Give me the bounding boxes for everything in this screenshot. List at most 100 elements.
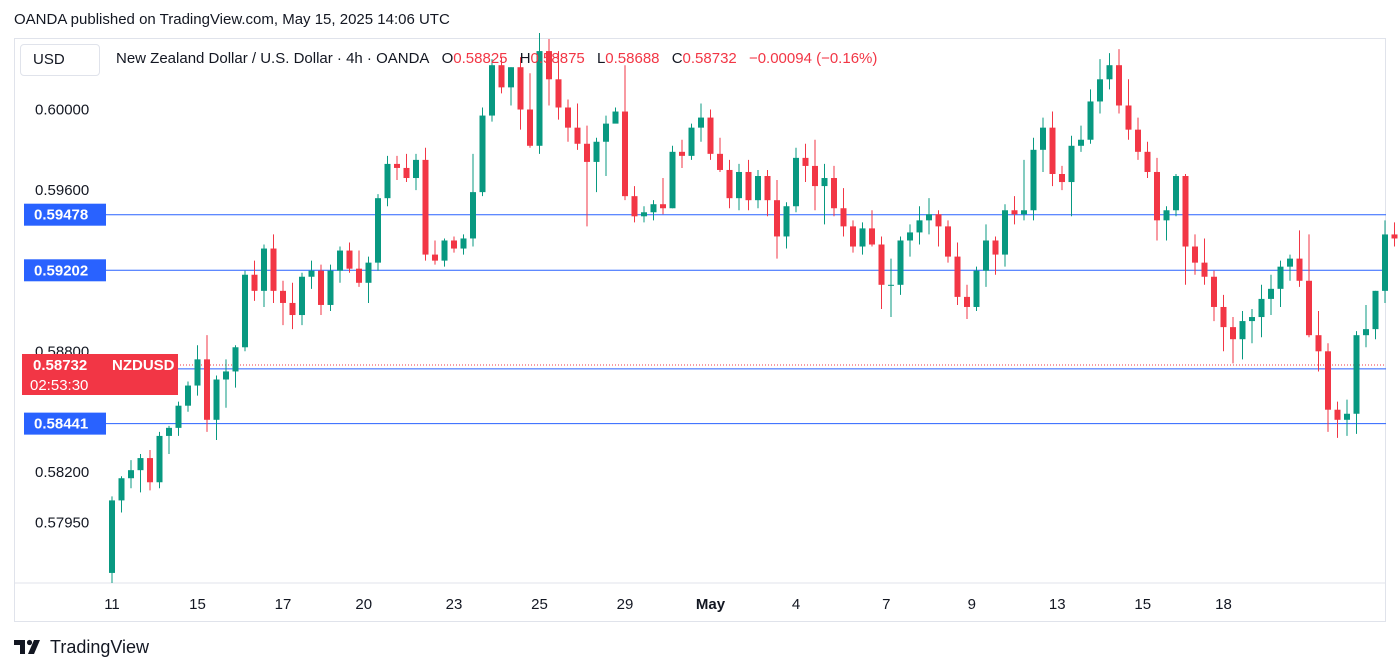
candle-body [1192, 246, 1198, 263]
candle-body [1239, 321, 1246, 340]
candle-body [1173, 176, 1179, 211]
candle-body [261, 248, 267, 291]
candle-body [118, 478, 125, 501]
symbol-legend: New Zealand Dollar / U.S. Dollar · 4h · … [116, 50, 877, 67]
candle-body [574, 127, 581, 144]
candle-body [764, 176, 771, 201]
candle-body [166, 427, 172, 436]
candle-body [1049, 127, 1056, 174]
candle-body [1106, 65, 1113, 80]
currency-selector[interactable]: USD [20, 44, 100, 76]
candle-body [783, 206, 790, 237]
x-tick-label: 23 [446, 596, 463, 613]
candle-body [983, 240, 989, 271]
candle-body [802, 157, 809, 166]
candle-body [1334, 409, 1341, 420]
candle-body [204, 359, 210, 420]
candle-body [1002, 210, 1008, 255]
candle-body [793, 157, 799, 207]
candle-body [840, 208, 847, 227]
candle-body [916, 220, 923, 233]
candle-body [546, 51, 552, 80]
legend-high-label: H [519, 50, 531, 67]
candle-body [527, 109, 533, 146]
candle-body [1306, 280, 1312, 336]
candle-body [213, 379, 220, 420]
candle-body [641, 212, 647, 217]
candle-body [935, 214, 942, 227]
candle-body [679, 151, 685, 156]
candle-body [812, 165, 818, 187]
candle-body [888, 284, 894, 286]
candle-body [1277, 266, 1284, 289]
x-tick-label: 25 [531, 596, 548, 613]
last-price-symbol: NZDUSD [112, 357, 175, 374]
candle-body [1116, 65, 1122, 106]
candle-body [489, 65, 495, 116]
candle-body [1125, 105, 1132, 130]
candle-body [318, 270, 324, 305]
candle-body [270, 248, 277, 291]
candle-body [1363, 329, 1369, 336]
candle-body [1230, 327, 1236, 340]
candle-body [156, 435, 163, 483]
x-tick-label: 20 [355, 596, 372, 613]
candle-body [1097, 79, 1103, 102]
x-tick-label: May [696, 596, 726, 613]
candle-body [1154, 171, 1160, 221]
candle-body [1315, 335, 1322, 352]
candle-body [954, 256, 961, 297]
candle-body [365, 262, 372, 283]
x-tick-label: 29 [617, 596, 634, 613]
candle-body [1344, 413, 1350, 420]
candle-body [1040, 127, 1046, 150]
candle-body [1325, 351, 1331, 410]
candle-body [337, 250, 343, 271]
level-tag [24, 412, 106, 435]
candle-body [1258, 298, 1265, 318]
footer-brand: TradingView [14, 636, 149, 658]
candles-group [109, 32, 1398, 583]
candle-body [1163, 210, 1170, 221]
candle-body [432, 254, 438, 261]
x-tick-label: 9 [968, 596, 976, 613]
candle-body [973, 270, 980, 307]
y-tick-label: 0.60000 [35, 102, 89, 119]
legend-open-value: 0.58825 [453, 50, 508, 67]
candle-body [394, 163, 400, 168]
last-price-tag [22, 353, 178, 395]
candle-body [945, 226, 951, 257]
candle-body [223, 371, 229, 380]
candle-body [536, 51, 543, 146]
y-tick-label: 0.58200 [35, 464, 89, 481]
legend-change: −0.00094 (−0.16%) [748, 50, 878, 67]
candle-body [1220, 306, 1227, 328]
candle-body [869, 228, 875, 245]
candle-body [831, 178, 837, 209]
candle-body [175, 405, 182, 428]
legend-high-value: 0.58875 [530, 50, 585, 67]
candle-body [185, 385, 191, 406]
candle-body [1201, 262, 1208, 277]
x-tick-label: 11 [104, 596, 120, 613]
candle-body [128, 470, 134, 479]
candle-body [384, 163, 391, 199]
level-tag-label: 0.59478 [34, 207, 88, 224]
x-tick-label: 15 [189, 596, 206, 613]
x-tick-label: 15 [1134, 596, 1151, 613]
last-price-countdown: 02:53:30 [30, 377, 88, 394]
candle-body [308, 270, 315, 277]
candle-body [669, 151, 676, 209]
candle-body [897, 240, 904, 285]
candle-body [964, 296, 970, 307]
candle-body [517, 67, 524, 110]
candle-body [403, 167, 410, 179]
candle-body [1268, 288, 1274, 299]
candle-body [1211, 276, 1217, 307]
candle-body [850, 226, 856, 247]
candle-body [726, 169, 733, 199]
candle-body [327, 270, 334, 305]
candle-body [745, 171, 752, 201]
candle-body [1059, 173, 1065, 183]
